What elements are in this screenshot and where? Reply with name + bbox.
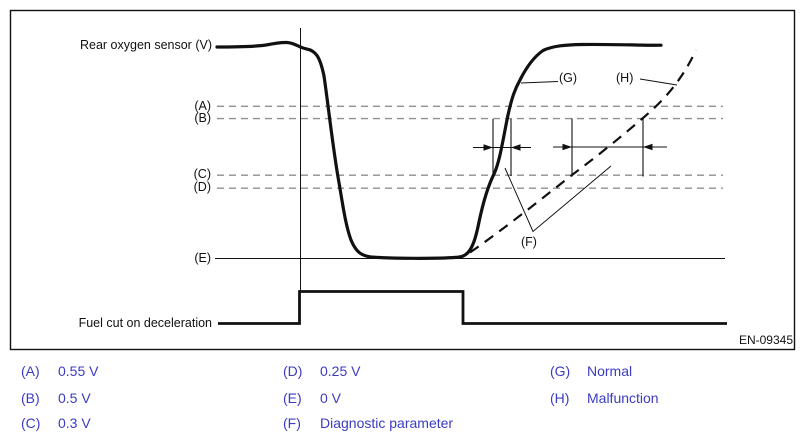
legend-item-b: (B) 0.5 V <box>21 390 91 406</box>
legend-item-e: (E) 0 V <box>283 390 341 406</box>
arrow-left-icon <box>643 143 653 151</box>
legend-key: (A) <box>21 363 40 379</box>
legend-key: (C) <box>21 415 41 431</box>
waveform-diagram: Rear oxygen sensor (V) (A) (B) (C) (D) (… <box>9 9 796 351</box>
figure-border <box>9 9 796 351</box>
sensor-voltage-curve-normal <box>215 40 663 260</box>
arrow-right-icon <box>562 143 572 151</box>
legend-item-d: (D) 0.25 V <box>283 363 360 379</box>
fuel-cut-step-signal <box>218 290 727 325</box>
sensor-axis-label: Rear oxygen sensor (V) <box>79 38 212 52</box>
level-label-d: (D) <box>193 180 211 194</box>
figure-code: EN-09345 <box>738 333 793 347</box>
legend: (A) 0.55 V (B) 0.5 V (C) 0.3 V (D) 0.25 V (E… <box>0 355 802 438</box>
level-label-c: (C) <box>193 167 211 181</box>
leader-line-f <box>504 165 612 233</box>
legend-item-c: (C) 0.3 V <box>21 415 91 431</box>
legend-value: Diagnostic parameter <box>320 415 454 431</box>
legend-value: 0.25 V <box>320 363 361 379</box>
legend-value: Normal <box>587 363 633 379</box>
level-label-e: (E) <box>194 251 211 265</box>
legend-item-h: (H) Malfunction <box>550 390 659 406</box>
arrow-right-icon <box>483 144 493 151</box>
legend-key: (G) <box>550 363 571 379</box>
leader-line-g <box>520 81 559 84</box>
leader-line-h <box>639 78 678 86</box>
level-label-b: (B) <box>194 111 211 125</box>
legend-item-f: (F) Diagnostic parameter <box>283 415 453 431</box>
legend-value: Malfunction <box>587 390 659 406</box>
curve-label-g-normal: (G) <box>559 71 578 85</box>
fuel-cut-signal-label: Fuel cut on deceleration <box>78 316 212 330</box>
legend-key: (B) <box>21 390 40 406</box>
legend-item-g: (G) Normal <box>550 363 632 379</box>
level-label-a: (A) <box>194 99 211 113</box>
legend-value: 0.55 V <box>58 363 99 379</box>
diagnostic-interval-malfunction <box>553 118 667 177</box>
legend-key: (E) <box>283 390 302 406</box>
diagnostic-interval-normal <box>473 119 531 176</box>
legend-key: (H) <box>550 390 570 406</box>
legend-key: (D) <box>283 363 303 379</box>
sensor-voltage-curve-malfunction <box>469 49 697 254</box>
legend-key: (F) <box>283 415 301 431</box>
legend-value: 0.3 V <box>58 415 91 431</box>
waveform-canvas <box>9 9 796 351</box>
legend-value: 0.5 V <box>58 390 91 406</box>
arrow-left-icon <box>511 144 521 151</box>
interval-label-f: (F) <box>521 235 537 249</box>
legend-item-a: (A) 0.55 V <box>21 363 98 379</box>
legend-value: 0 V <box>320 390 342 406</box>
curve-label-h-malfunction: (H) <box>616 71 634 85</box>
